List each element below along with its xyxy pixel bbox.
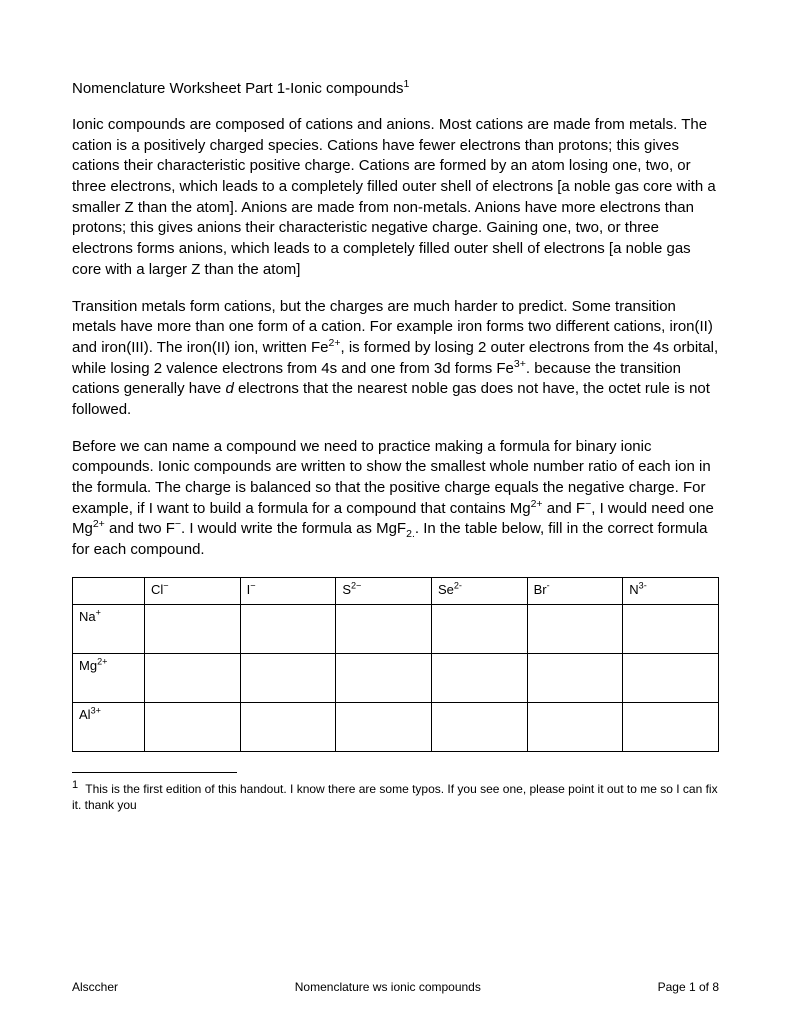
col-header: S2− bbox=[336, 577, 432, 604]
table-cell bbox=[431, 653, 527, 702]
p2-seg-d-italic: d bbox=[225, 380, 233, 397]
footer-right: Page 1 of 8 bbox=[658, 980, 719, 994]
row-base: Na bbox=[79, 609, 96, 624]
mg2-charge-1: 2+ bbox=[531, 498, 543, 510]
row-base: Mg bbox=[79, 658, 97, 673]
table-cell bbox=[527, 653, 623, 702]
table-cell bbox=[336, 604, 432, 653]
row-header: Mg2+ bbox=[73, 653, 145, 702]
row-sup: 2+ bbox=[97, 656, 107, 666]
table-cell bbox=[145, 653, 241, 702]
table-corner-cell bbox=[73, 577, 145, 604]
title-footnote-ref: 1 bbox=[404, 78, 410, 90]
table-cell bbox=[623, 702, 719, 751]
row-header: Na+ bbox=[73, 604, 145, 653]
mg2-charge-2: 2+ bbox=[93, 518, 105, 530]
table-cell bbox=[336, 702, 432, 751]
table-row: Al3+ bbox=[73, 702, 719, 751]
col-header: Br- bbox=[527, 577, 623, 604]
table-cell bbox=[623, 604, 719, 653]
table-cell bbox=[145, 702, 241, 751]
col-base: Br bbox=[534, 582, 547, 597]
col-base: S bbox=[342, 582, 351, 597]
table-row: Mg2+ bbox=[73, 653, 719, 702]
footer-center: Nomenclature ws ionic compounds bbox=[295, 980, 481, 994]
fe3-charge: 3+ bbox=[514, 358, 526, 370]
table-cell bbox=[145, 604, 241, 653]
col-header: N3- bbox=[623, 577, 719, 604]
col-sup: 2- bbox=[454, 580, 462, 590]
col-header: Se2- bbox=[431, 577, 527, 604]
table-cell bbox=[527, 702, 623, 751]
ion-table: Cl− I− S2− Se2- Br- N3- Na+ Mg2+ Al3+ bbox=[72, 577, 719, 752]
row-header: Al3+ bbox=[73, 702, 145, 751]
footnote-text: This is the first edition of this handou… bbox=[72, 782, 718, 812]
p3-seg-d: and two F bbox=[105, 520, 175, 537]
page-footer: Alsccher Nomenclature ws ionic compounds… bbox=[72, 980, 719, 994]
col-sup: - bbox=[547, 580, 550, 590]
col-base: N bbox=[629, 582, 638, 597]
row-sup: 3+ bbox=[91, 705, 101, 715]
paragraph-3: Before we can name a compound we need to… bbox=[72, 437, 719, 561]
page-title: Nomenclature Worksheet Part 1-Ionic comp… bbox=[72, 80, 719, 97]
table-cell bbox=[431, 702, 527, 751]
table-cell bbox=[240, 702, 336, 751]
col-base: Se bbox=[438, 582, 454, 597]
row-sup: + bbox=[96, 607, 101, 617]
table-header-row: Cl− I− S2− Se2- Br- N3- bbox=[73, 577, 719, 604]
col-sup: − bbox=[250, 580, 255, 590]
table-cell bbox=[240, 653, 336, 702]
row-base: Al bbox=[79, 707, 91, 722]
paragraph-2: Transition metals form cations, but the … bbox=[72, 297, 719, 421]
footnote-separator bbox=[72, 772, 237, 773]
col-base: Cl bbox=[151, 582, 163, 597]
col-header: Cl− bbox=[145, 577, 241, 604]
mgf2-sub: 2. bbox=[406, 528, 415, 540]
paragraph-1: Ionic compounds are composed of cations … bbox=[72, 115, 719, 281]
table-cell bbox=[336, 653, 432, 702]
table-cell bbox=[431, 604, 527, 653]
table-cell bbox=[240, 604, 336, 653]
table-row: Na+ bbox=[73, 604, 719, 653]
footer-left: Alsccher bbox=[72, 980, 118, 994]
footnote: 1 This is the first edition of this hand… bbox=[72, 781, 719, 813]
document-page: Nomenclature Worksheet Part 1-Ionic comp… bbox=[0, 0, 791, 1024]
p3-seg-e: . I would write the formula as MgF bbox=[181, 520, 406, 537]
col-header: I− bbox=[240, 577, 336, 604]
col-sup: − bbox=[163, 580, 168, 590]
footnote-marker: 1 bbox=[72, 779, 78, 791]
col-sup: 2− bbox=[351, 580, 361, 590]
table-cell bbox=[527, 604, 623, 653]
title-text: Nomenclature Worksheet Part 1-Ionic comp… bbox=[72, 80, 404, 97]
col-sup: 3- bbox=[639, 580, 647, 590]
fe2-charge: 2+ bbox=[329, 337, 341, 349]
p3-seg-b: and F bbox=[543, 500, 586, 517]
table-cell bbox=[623, 653, 719, 702]
